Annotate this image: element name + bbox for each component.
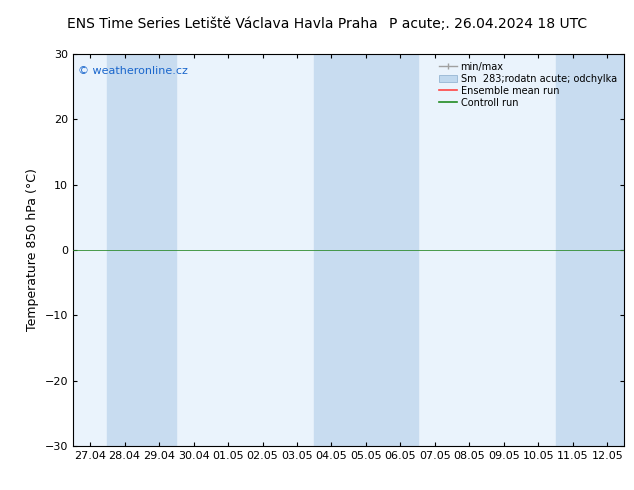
Bar bbox=[555, 54, 590, 446]
Bar bbox=[349, 54, 383, 446]
Text: P acute;. 26.04.2024 18 UTC: P acute;. 26.04.2024 18 UTC bbox=[389, 17, 587, 31]
Bar bbox=[383, 54, 418, 446]
Text: © weatheronline.cz: © weatheronline.cz bbox=[79, 66, 188, 75]
Bar bbox=[314, 54, 349, 446]
Bar bbox=[142, 54, 176, 446]
Text: ENS Time Series Letiště Václava Havla Praha: ENS Time Series Letiště Václava Havla Pr… bbox=[67, 17, 377, 31]
Bar bbox=[590, 54, 624, 446]
Y-axis label: Temperature 850 hPa (°C): Temperature 850 hPa (°C) bbox=[26, 169, 39, 331]
Legend: min/max, Sm  283;rodatn acute; odchylka, Ensemble mean run, Controll run: min/max, Sm 283;rodatn acute; odchylka, … bbox=[436, 59, 619, 110]
Bar bbox=[107, 54, 142, 446]
